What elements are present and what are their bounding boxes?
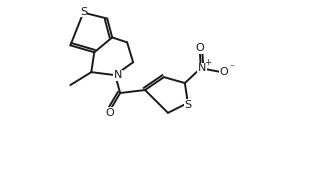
Text: O: O — [195, 43, 204, 53]
Text: O: O — [106, 108, 115, 118]
Text: ⁻: ⁻ — [229, 63, 234, 73]
Text: N: N — [197, 63, 206, 73]
Text: S: S — [184, 100, 191, 110]
Text: S: S — [80, 7, 87, 17]
Text: N: N — [114, 70, 122, 80]
Text: +: + — [204, 58, 211, 67]
Text: O: O — [219, 67, 228, 77]
